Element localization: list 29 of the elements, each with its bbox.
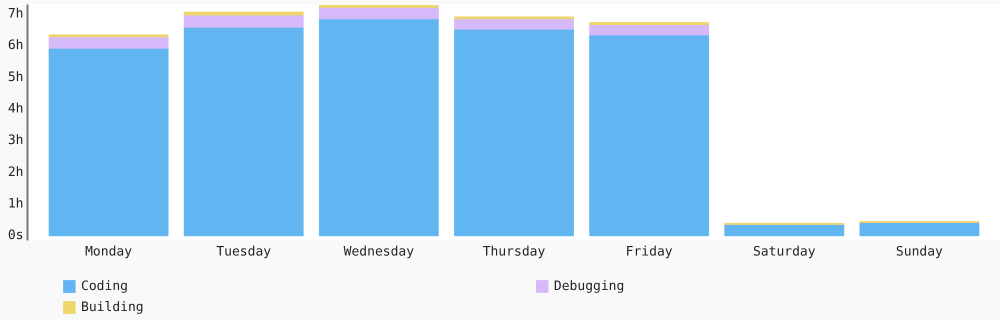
x-tick-label: Sunday — [896, 244, 944, 260]
x-tick-label: Wednesday — [344, 244, 414, 260]
bar — [589, 34, 710, 236]
x-tick-label: Monday — [85, 244, 132, 260]
legend-label: Building — [81, 300, 144, 315]
y-tick-label: 2h — [8, 164, 24, 180]
bar — [859, 222, 980, 236]
bar — [318, 18, 439, 236]
bar — [48, 48, 169, 236]
bar — [184, 12, 304, 16]
bar — [454, 28, 574, 236]
y-tick-label: 5h — [8, 70, 24, 85]
y-tick-label: 3h — [8, 133, 24, 148]
bar — [184, 26, 304, 236]
y-tick-label: 6h — [8, 38, 24, 54]
x-tick-label: Friday — [626, 244, 673, 260]
y-tick-label: 1h — [8, 196, 24, 212]
legend-label: Debugging — [554, 279, 624, 294]
legend-label: Coding — [81, 279, 128, 294]
x-tick-label: Thursday — [482, 244, 546, 260]
x-tick-label: Saturday — [752, 244, 816, 260]
y-tick-label: 7h — [8, 6, 24, 22]
bar — [318, 6, 439, 20]
bar — [589, 24, 710, 36]
bar — [184, 14, 304, 28]
y-tick-label: 0s — [8, 228, 24, 244]
x-tick-label: Tuesday — [216, 244, 272, 260]
bar — [724, 224, 844, 236]
y-tick-label: 4h — [8, 102, 24, 117]
